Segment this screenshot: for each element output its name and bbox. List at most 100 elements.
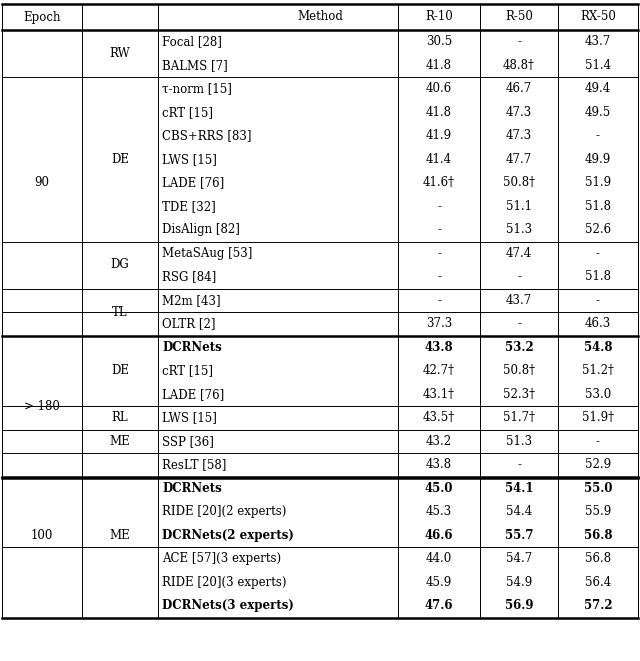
Text: 55.9: 55.9	[585, 505, 611, 518]
Text: 51.9: 51.9	[585, 176, 611, 189]
Text: 53.2: 53.2	[504, 341, 533, 354]
Text: ACE [57](3 experts): ACE [57](3 experts)	[162, 552, 281, 565]
Text: 43.8: 43.8	[426, 458, 452, 471]
Text: 50.8†: 50.8†	[503, 364, 535, 377]
Text: SSP [36]: SSP [36]	[162, 435, 214, 447]
Text: 48.8†: 48.8†	[503, 59, 535, 72]
Text: LWS [15]: LWS [15]	[162, 153, 217, 166]
Text: 54.4: 54.4	[506, 505, 532, 518]
Text: cRT [15]: cRT [15]	[162, 106, 213, 119]
Text: 40.6: 40.6	[426, 82, 452, 95]
Text: 41.8: 41.8	[426, 59, 452, 72]
Text: RIDE [20](3 experts): RIDE [20](3 experts)	[162, 576, 287, 589]
Text: -: -	[596, 130, 600, 142]
Text: 51.4: 51.4	[585, 59, 611, 72]
Text: 41.8: 41.8	[426, 106, 452, 119]
Text: 41.9: 41.9	[426, 130, 452, 142]
Text: 90: 90	[35, 176, 49, 189]
Text: -: -	[437, 270, 441, 284]
Text: 30.5: 30.5	[426, 35, 452, 48]
Text: 55.0: 55.0	[584, 482, 612, 494]
Text: Method: Method	[297, 11, 343, 24]
Text: 53.0: 53.0	[585, 388, 611, 401]
Text: -: -	[437, 223, 441, 236]
Text: LWS [15]: LWS [15]	[162, 411, 217, 424]
Text: 45.0: 45.0	[425, 482, 453, 494]
Text: OLTR [2]: OLTR [2]	[162, 317, 216, 330]
Text: cRT [15]: cRT [15]	[162, 364, 213, 377]
Text: 49.9: 49.9	[585, 153, 611, 166]
Text: DCRNets(3 experts): DCRNets(3 experts)	[162, 600, 294, 612]
Text: -: -	[517, 270, 521, 284]
Text: 55.7: 55.7	[505, 529, 533, 542]
Text: M2m [43]: M2m [43]	[162, 293, 221, 307]
Text: 51.9†: 51.9†	[582, 411, 614, 424]
Text: 54.1: 54.1	[505, 482, 533, 494]
Text: R-50: R-50	[505, 11, 533, 24]
Text: RW: RW	[109, 47, 131, 60]
Text: Focal [28]: Focal [28]	[162, 35, 222, 48]
Text: 47.3: 47.3	[506, 130, 532, 142]
Text: ME: ME	[109, 435, 131, 447]
Text: 52.6: 52.6	[585, 223, 611, 236]
Text: 54.9: 54.9	[506, 576, 532, 589]
Text: 51.7†: 51.7†	[503, 411, 535, 424]
Text: Epoch: Epoch	[23, 11, 61, 24]
Text: DCRNets(2 experts): DCRNets(2 experts)	[162, 529, 294, 542]
Text: -: -	[517, 35, 521, 48]
Text: 44.0: 44.0	[426, 552, 452, 565]
Text: 45.3: 45.3	[426, 505, 452, 518]
Text: 100: 100	[31, 529, 53, 542]
Text: ResLT [58]: ResLT [58]	[162, 458, 227, 471]
Text: -: -	[596, 293, 600, 307]
Text: DCRNets: DCRNets	[162, 482, 221, 494]
Text: -: -	[517, 317, 521, 330]
Text: 46.6: 46.6	[425, 529, 453, 542]
Text: DE: DE	[111, 153, 129, 166]
Text: 49.4: 49.4	[585, 82, 611, 95]
Text: 46.3: 46.3	[585, 317, 611, 330]
Text: 43.2: 43.2	[426, 435, 452, 447]
Text: 56.9: 56.9	[505, 600, 533, 612]
Text: 41.4: 41.4	[426, 153, 452, 166]
Text: 42.7†: 42.7†	[423, 364, 455, 377]
Text: 52.3†: 52.3†	[503, 388, 535, 401]
Text: 51.2†: 51.2†	[582, 364, 614, 377]
Text: 56.8: 56.8	[585, 552, 611, 565]
Text: > 180: > 180	[24, 399, 60, 412]
Text: RX-50: RX-50	[580, 11, 616, 24]
Text: 47.3: 47.3	[506, 106, 532, 119]
Text: 45.9: 45.9	[426, 576, 452, 589]
Text: DG: DG	[111, 258, 129, 272]
Text: 54.8: 54.8	[584, 341, 612, 354]
Text: 51.1: 51.1	[506, 200, 532, 213]
Text: -: -	[437, 200, 441, 213]
Text: -: -	[437, 293, 441, 307]
Text: TDE [32]: TDE [32]	[162, 200, 216, 213]
Text: DCRNets: DCRNets	[162, 341, 221, 354]
Text: -: -	[596, 247, 600, 260]
Text: 43.1†: 43.1†	[423, 388, 455, 401]
Text: 47.4: 47.4	[506, 247, 532, 260]
Text: 43.8: 43.8	[425, 341, 453, 354]
Text: 37.3: 37.3	[426, 317, 452, 330]
Text: RIDE [20](2 experts): RIDE [20](2 experts)	[162, 505, 286, 518]
Text: 51.3: 51.3	[506, 223, 532, 236]
Text: 51.3: 51.3	[506, 435, 532, 447]
Text: CBS+RRS [83]: CBS+RRS [83]	[162, 130, 252, 142]
Text: -: -	[517, 458, 521, 471]
Text: 52.9: 52.9	[585, 458, 611, 471]
Text: 41.6†: 41.6†	[423, 176, 455, 189]
Text: RSG [84]: RSG [84]	[162, 270, 216, 284]
Text: 47.6: 47.6	[425, 600, 453, 612]
Text: R-10: R-10	[425, 11, 453, 24]
Text: 57.2: 57.2	[584, 600, 612, 612]
Text: τ-norm [15]: τ-norm [15]	[162, 82, 232, 95]
Text: RL: RL	[112, 411, 128, 424]
Text: 46.7: 46.7	[506, 82, 532, 95]
Text: 50.8†: 50.8†	[503, 176, 535, 189]
Text: -: -	[437, 247, 441, 260]
Text: -: -	[596, 435, 600, 447]
Text: TL: TL	[112, 305, 128, 319]
Text: DE: DE	[111, 364, 129, 377]
